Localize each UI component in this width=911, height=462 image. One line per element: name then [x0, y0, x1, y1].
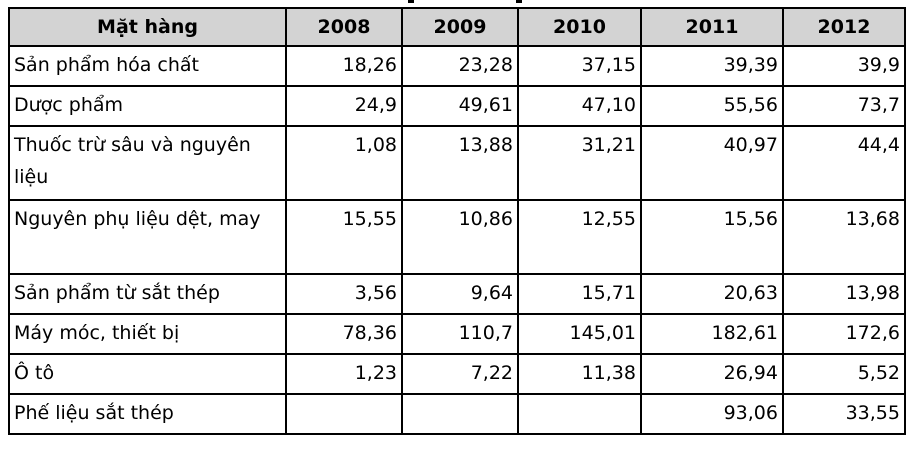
- header-row: Mặt hàng 2008 2009 2010 2011 2012: [8, 7, 906, 47]
- header-cell-2012: 2012: [782, 7, 906, 47]
- item-cell: Phế liệu sắt thép: [8, 393, 287, 435]
- data-table: Mặt hàng 2008 2009 2010 2011 2012 Sản ph…: [8, 7, 906, 435]
- value-cell: 10,86: [401, 199, 519, 275]
- value-cell: 182,61: [640, 313, 784, 355]
- value-cell: 47,10: [517, 85, 642, 127]
- item-cell: Dược phẩm: [8, 85, 287, 127]
- value-cell: 55,56: [640, 85, 784, 127]
- value-cell: 172,6: [782, 313, 906, 355]
- cropped-caption-fragment: [516, 0, 522, 3]
- value-cell: 7,22: [401, 353, 519, 395]
- item-cell: Sản phẩm hóa chất: [8, 45, 287, 87]
- table-row: Máy móc, thiết bị 78,36 110,7 145,01 182…: [8, 313, 906, 355]
- value-cell: 18,26: [285, 45, 403, 87]
- header-cell-item: Mặt hàng: [8, 7, 287, 47]
- value-cell: 3,56: [285, 273, 403, 315]
- value-cell: 39,39: [640, 45, 784, 87]
- value-cell: 31,21: [517, 125, 642, 201]
- value-cell: 23,28: [401, 45, 519, 87]
- table-row: Sản phẩm hóa chất 18,26 23,28 37,15 39,3…: [8, 45, 906, 87]
- value-cell: 15,56: [640, 199, 784, 275]
- header-cell-2010: 2010: [517, 7, 642, 47]
- value-cell: 13,88: [401, 125, 519, 201]
- value-cell: 1,08: [285, 125, 403, 201]
- item-cell: Máy móc, thiết bị: [8, 313, 287, 355]
- value-cell: 24,9: [285, 85, 403, 127]
- table-row: Nguyên phụ liệu dệt, may 15,55 10,86 12,…: [8, 199, 906, 275]
- header-cell-2008: 2008: [285, 7, 403, 47]
- value-cell: 13,68: [782, 199, 906, 275]
- value-cell: 110,7: [401, 313, 519, 355]
- value-cell: 11,38: [517, 353, 642, 395]
- value-cell: 73,7: [782, 85, 906, 127]
- cropped-caption-fragment: [408, 0, 414, 3]
- value-cell: 1,23: [285, 353, 403, 395]
- value-cell: 33,55: [782, 393, 906, 435]
- item-cell: Thuốc trừ sâu và nguyên liệu: [8, 125, 287, 201]
- value-cell: 15,55: [285, 199, 403, 275]
- table-row: Phế liệu sắt thép 93,06 33,55: [8, 393, 906, 435]
- value-cell: 26,94: [640, 353, 784, 395]
- value-cell: 40,97: [640, 125, 784, 201]
- value-cell: 145,01: [517, 313, 642, 355]
- item-cell: Nguyên phụ liệu dệt, may: [8, 199, 287, 275]
- table-row: Dược phẩm 24,9 49,61 47,10 55,56 73,7: [8, 85, 906, 127]
- value-cell: 20,63: [640, 273, 784, 315]
- value-cell: 15,71: [517, 273, 642, 315]
- value-cell: 78,36: [285, 313, 403, 355]
- value-cell: 44,4: [782, 125, 906, 201]
- value-cell: 39,9: [782, 45, 906, 87]
- value-cell: 37,15: [517, 45, 642, 87]
- table-row: Sản phẩm từ sắt thép 3,56 9,64 15,71 20,…: [8, 273, 906, 315]
- header-cell-2011: 2011: [640, 7, 784, 47]
- value-cell: 5,52: [782, 353, 906, 395]
- value-cell: 93,06: [640, 393, 784, 435]
- value-cell: 13,98: [782, 273, 906, 315]
- value-cell: [285, 393, 403, 435]
- value-cell: [401, 393, 519, 435]
- table-row: Thuốc trừ sâu và nguyên liệu 1,08 13,88 …: [8, 125, 906, 201]
- value-cell: 12,55: [517, 199, 642, 275]
- item-cell: Ô tô: [8, 353, 287, 395]
- value-cell: 9,64: [401, 273, 519, 315]
- item-cell: Sản phẩm từ sắt thép: [8, 273, 287, 315]
- header-cell-2009: 2009: [401, 7, 519, 47]
- value-cell: [517, 393, 642, 435]
- table-row: Ô tô 1,23 7,22 11,38 26,94 5,52: [8, 353, 906, 395]
- value-cell: 49,61: [401, 85, 519, 127]
